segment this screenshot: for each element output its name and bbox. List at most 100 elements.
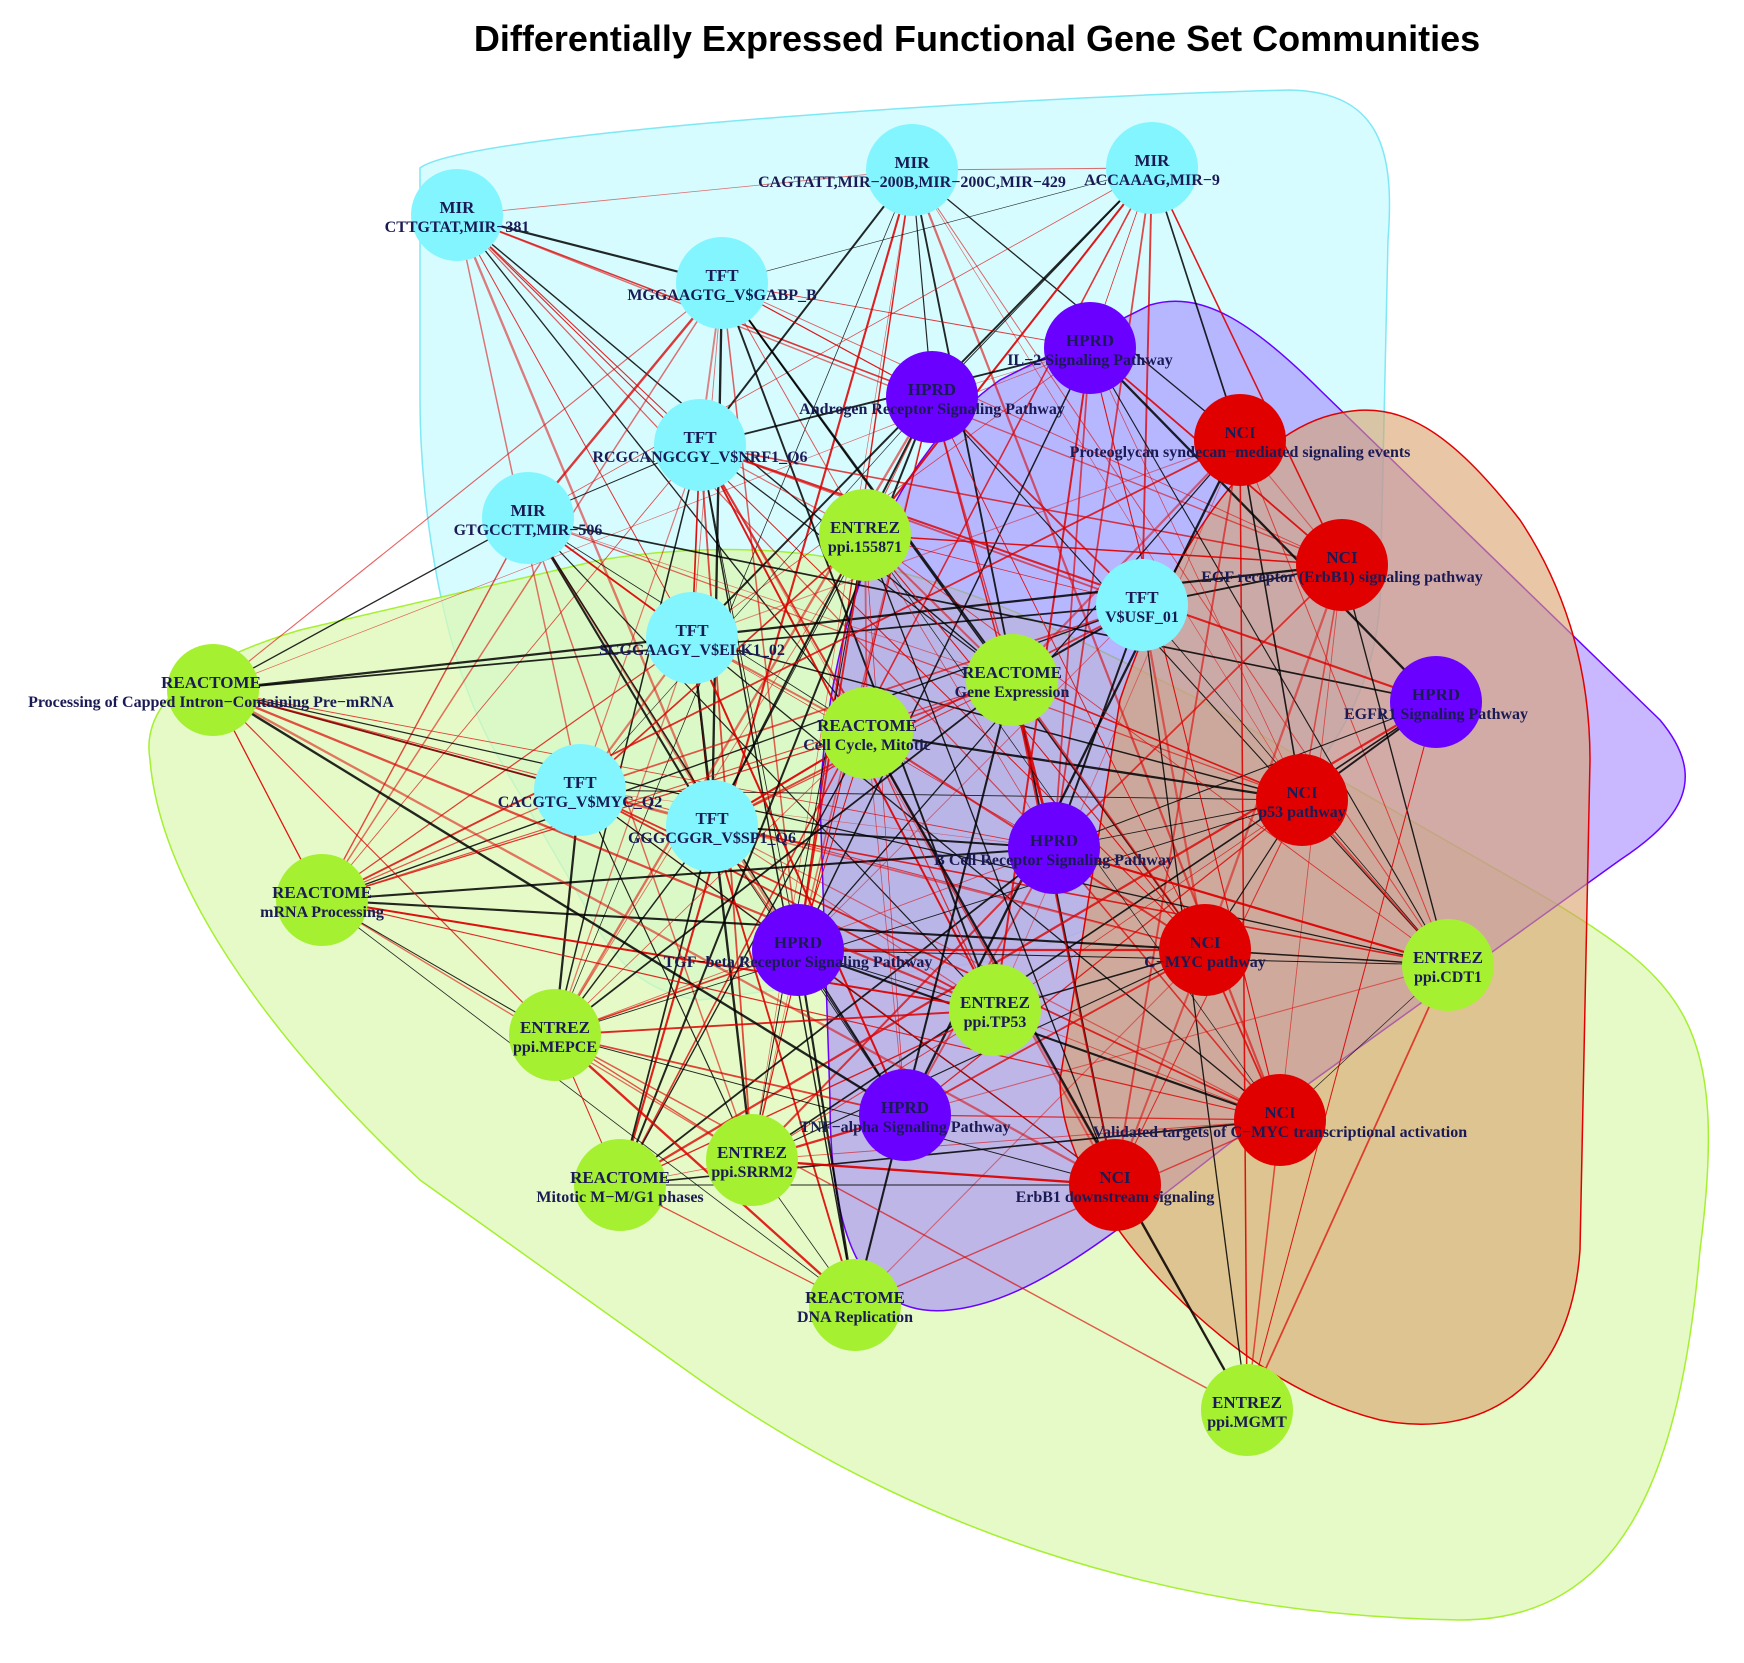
node-circle[interactable]	[1069, 1139, 1161, 1231]
node-nrf1[interactable]: TFT RCGCANGCGY_V$NRF1_Q6	[592, 399, 808, 491]
node-circle[interactable]	[819, 489, 911, 581]
node-myc[interactable]: TFT CACGTG_V$MYC_Q2	[498, 744, 662, 836]
edge	[1089, 347, 1303, 801]
node-cmyc[interactable]: NCI C−MYC pathway	[1144, 904, 1266, 996]
node-circle[interactable]	[866, 124, 958, 216]
node-type-label: HPRD	[774, 933, 822, 952]
node-mir200[interactable]: MIR CAGTATT,MIR−200B,MIR−200C,MIR−429	[758, 124, 1066, 216]
node-circle[interactable]	[859, 1069, 951, 1161]
node-tp53[interactable]: ENTREZ ppi.TP53	[949, 964, 1041, 1056]
node-circle[interactable]	[1194, 394, 1286, 486]
node-mitotic[interactable]: REACTOME Mitotic M−M/G1 phases	[536, 1139, 704, 1231]
edge	[212, 517, 529, 691]
node-mir9[interactable]: MIR ACCAAAG,MIR−9	[1084, 122, 1220, 214]
edge	[931, 396, 1013, 681]
node-cellcycle[interactable]: REACTOME Cell Cycle, Mitotic	[803, 687, 931, 779]
node-name-label: ACCAAAG,MIR−9	[1084, 172, 1220, 189]
node-circle[interactable]	[1008, 802, 1100, 894]
node-circle[interactable]	[482, 472, 574, 564]
node-egfr_erbb1[interactable]: NCI EGF receptor (ErbB1) signaling pathwa…	[1201, 519, 1483, 611]
edge	[699, 444, 1343, 566]
node-sp1[interactable]: TFT GGGCGGR_V$SP1_Q6	[628, 780, 796, 872]
node-circle[interactable]	[809, 1259, 901, 1351]
edge	[527, 517, 753, 1161]
node-srrm2[interactable]: ENTREZ ppi.SRRM2	[706, 1114, 798, 1206]
node-circle[interactable]	[1159, 904, 1251, 996]
edge	[554, 637, 693, 1036]
node-circle[interactable]	[1044, 302, 1136, 394]
node-circle[interactable]	[1296, 519, 1388, 611]
node-circle[interactable]	[752, 904, 844, 996]
edge	[1011, 439, 1241, 681]
node-circle[interactable]	[1096, 559, 1188, 651]
node-circle[interactable]	[949, 964, 1041, 1056]
edge	[751, 534, 866, 1161]
node-usf[interactable]: TFT V$USF_01	[1096, 559, 1188, 651]
node-tgfb[interactable]: HPRD TGF−beta Receptor Signaling Pathway	[664, 904, 933, 996]
node-type-label: TFT	[675, 621, 709, 640]
node-mir381[interactable]: MIR CTTGTAT,MIR−381	[385, 169, 530, 261]
node-proteoglycan[interactable]: NCI Proteoglycan syndecan−mediated signal…	[1070, 394, 1411, 486]
node-circle[interactable]	[676, 237, 768, 329]
node-type-label: REACTOME	[805, 1288, 905, 1307]
node-type-label: MIR	[895, 153, 931, 172]
node-mrna[interactable]: REACTOME mRNA Processing	[260, 854, 384, 946]
node-type-label: NCI	[1099, 1168, 1131, 1187]
node-circle[interactable]	[966, 634, 1058, 726]
node-name-label: EGF receptor (ErbB1) signaling pathway	[1201, 569, 1483, 586]
edge	[797, 396, 933, 951]
node-egfr1[interactable]: HPRD EGFR1 Signaling Pathway	[1344, 656, 1528, 748]
node-name-label: mRNA Processing	[260, 904, 384, 921]
node-type-label: TFT	[1125, 588, 1159, 607]
node-type-label: ENTREZ	[830, 518, 900, 537]
node-tnfa[interactable]: HPRD TNF−alpha Signaling Pathway	[800, 1069, 1011, 1161]
node-circle[interactable]	[706, 1114, 798, 1206]
node-ppi155871[interactable]: ENTREZ ppi.155871	[819, 489, 911, 581]
node-validated[interactable]: NCI Validated targets of C−MYC transcript…	[1093, 1074, 1467, 1166]
edge	[1089, 347, 1437, 703]
node-cdt1[interactable]: ENTREZ ppi.CDT1	[1402, 919, 1494, 1011]
node-circle[interactable]	[646, 592, 738, 684]
node-circle[interactable]	[666, 780, 758, 872]
node-mgmt[interactable]: ENTREZ ppi.MGMT	[1201, 1364, 1293, 1456]
node-il2[interactable]: HPRD IL−2 Signaling Pathway	[1007, 302, 1173, 394]
node-circle[interactable]	[411, 169, 503, 261]
node-elk1[interactable]: TFT SCGGAAGY_V$ELK1_02	[599, 592, 785, 684]
node-name-label: CTTGTAT,MIR−381	[385, 219, 530, 236]
node-circle[interactable]	[1402, 919, 1494, 1011]
node-androgen[interactable]: HPRD Androgen Receptor Signaling Pathway	[799, 351, 1065, 443]
node-bcell[interactable]: HPRD B Cell Receptor Signaling Pathway	[934, 802, 1174, 894]
edge	[751, 1119, 1281, 1161]
node-type-label: REACTOME	[161, 673, 261, 692]
node-capped[interactable]: REACTOME Processing of Capped Intron−Cont…	[28, 644, 394, 736]
node-gabp[interactable]: TFT MGGAAGTG_V$GABP_B	[627, 237, 817, 329]
node-circle[interactable]	[167, 644, 259, 736]
node-circle[interactable]	[886, 351, 978, 443]
node-name-label: ppi.TP53	[964, 1014, 1027, 1031]
node-circle[interactable]	[1201, 1364, 1293, 1456]
node-mepce[interactable]: ENTREZ ppi.MEPCE	[509, 989, 601, 1081]
edge	[797, 949, 1116, 1186]
node-dnarep[interactable]: REACTOME DNA Replication	[797, 1259, 913, 1351]
node-circle[interactable]	[654, 399, 746, 491]
node-circle[interactable]	[534, 744, 626, 836]
node-erbb1down[interactable]: NCI ErbB1 downstream signaling	[1016, 1139, 1215, 1231]
edge	[1246, 964, 1449, 1411]
edge	[1151, 167, 1343, 566]
edge	[994, 799, 1303, 1011]
node-circle[interactable]	[1106, 122, 1198, 214]
node-name-label: Gene Expression	[955, 684, 1070, 701]
node-name-label: GTGCCTT,MIR−506	[454, 522, 603, 539]
node-circle[interactable]	[821, 687, 913, 779]
edge	[527, 517, 1437, 703]
node-circle[interactable]	[1256, 754, 1348, 846]
node-circle[interactable]	[574, 1139, 666, 1231]
node-p53[interactable]: NCI p53 pathway	[1256, 754, 1348, 846]
node-circle[interactable]	[1234, 1074, 1326, 1166]
node-mir506[interactable]: MIR GTGCCTT,MIR−506	[454, 472, 603, 564]
node-geneexp[interactable]: REACTOME Gene Expression	[955, 634, 1070, 726]
edge	[864, 534, 906, 1116]
node-circle[interactable]	[1390, 656, 1482, 748]
node-circle[interactable]	[276, 854, 368, 946]
node-circle[interactable]	[509, 989, 601, 1081]
